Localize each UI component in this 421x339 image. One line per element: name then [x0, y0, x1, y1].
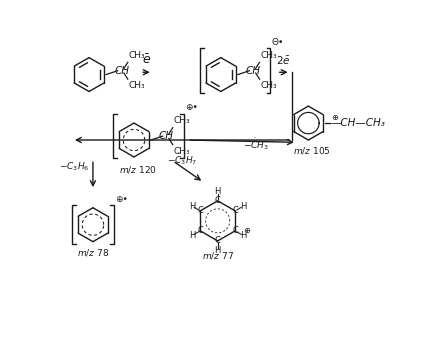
Text: ⊕: ⊕ — [244, 226, 250, 235]
Text: CH: CH — [159, 131, 174, 141]
Text: CH₃: CH₃ — [128, 51, 145, 60]
Text: C: C — [197, 226, 203, 235]
Text: $-\dot{C}H_3$: $-\dot{C}H_3$ — [242, 136, 269, 152]
Text: $-C_3H_6$: $-C_3H_6$ — [59, 161, 90, 173]
Text: ⊕•: ⊕• — [115, 195, 128, 204]
Text: H: H — [240, 202, 246, 211]
Text: ⊕: ⊕ — [332, 113, 338, 121]
Text: CH: CH — [246, 66, 261, 76]
Text: ⊕•: ⊕• — [185, 103, 198, 112]
Text: $m/z\ 77$: $m/z\ 77$ — [202, 250, 234, 261]
Text: C: C — [197, 206, 203, 215]
Text: Θ•: Θ• — [272, 38, 284, 47]
Text: H: H — [189, 231, 195, 240]
Text: CH₃: CH₃ — [173, 147, 190, 156]
Text: $m/z\ 120$: $m/z\ 120$ — [119, 164, 157, 175]
Text: CH₃: CH₃ — [128, 81, 145, 91]
Text: $m/z\ 78$: $m/z\ 78$ — [77, 247, 109, 258]
Text: CH: CH — [114, 66, 129, 76]
Text: —CH—CH₃: —CH—CH₃ — [331, 118, 386, 128]
Text: C: C — [232, 206, 238, 215]
Text: C: C — [232, 226, 238, 235]
Text: $2\bar{e}$: $2\bar{e}$ — [276, 55, 291, 67]
Text: CH₃: CH₃ — [260, 51, 277, 60]
Text: H: H — [215, 246, 221, 255]
Text: H: H — [189, 202, 195, 211]
Text: $\bar{e}$: $\bar{e}$ — [142, 53, 151, 67]
Text: CH₃: CH₃ — [173, 116, 190, 125]
Text: C: C — [215, 236, 221, 245]
Text: C: C — [215, 196, 221, 205]
Text: CH₃: CH₃ — [260, 81, 277, 91]
Text: H: H — [240, 231, 246, 240]
Text: $-\dot{C}_3H_7$: $-\dot{C}_3H_7$ — [167, 152, 198, 167]
Text: $m/z\ 105$: $m/z\ 105$ — [293, 145, 331, 156]
Text: H: H — [215, 187, 221, 196]
